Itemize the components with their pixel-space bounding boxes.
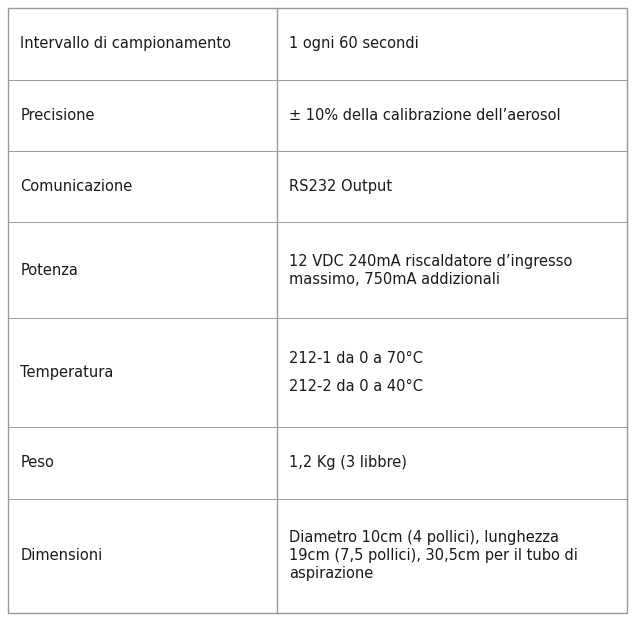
- Text: aspirazione: aspirazione: [290, 566, 373, 581]
- Text: Intervallo di campionamento: Intervallo di campionamento: [20, 36, 231, 52]
- Text: 1,2 Kg (3 libbre): 1,2 Kg (3 libbre): [290, 455, 407, 470]
- Text: Potenza: Potenza: [20, 263, 78, 278]
- Text: 19cm (7,5 pollici), 30,5cm per il tubo di: 19cm (7,5 pollici), 30,5cm per il tubo d…: [290, 548, 578, 563]
- Text: ± 10% della calibrazione dell’aerosol: ± 10% della calibrazione dell’aerosol: [290, 107, 561, 123]
- Text: Temperatura: Temperatura: [20, 365, 114, 380]
- Text: 1 ogni 60 secondi: 1 ogni 60 secondi: [290, 36, 419, 52]
- Text: Peso: Peso: [20, 455, 54, 470]
- Text: Dimensioni: Dimensioni: [20, 548, 102, 563]
- Text: 12 VDC 240mA riscaldatore d’ingresso: 12 VDC 240mA riscaldatore d’ingresso: [290, 253, 573, 268]
- Text: Comunicazione: Comunicazione: [20, 179, 133, 194]
- Text: RS232 Output: RS232 Output: [290, 179, 392, 194]
- Text: Precisione: Precisione: [20, 107, 95, 123]
- Text: 212-1 da 0 a 70°C: 212-1 da 0 a 70°C: [290, 351, 424, 366]
- Text: Diametro 10cm (4 pollici), lunghezza: Diametro 10cm (4 pollici), lunghezza: [290, 530, 559, 545]
- Text: massimo, 750mA addizionali: massimo, 750mA addizionali: [290, 271, 500, 286]
- Text: 212-2 da 0 a 40°C: 212-2 da 0 a 40°C: [290, 379, 424, 394]
